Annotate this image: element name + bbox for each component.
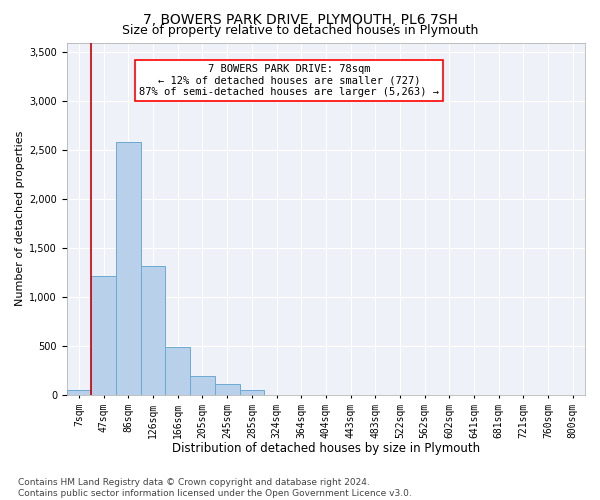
Bar	[91, 276, 116, 395]
Bar	[190, 376, 215, 395]
Text: 7, BOWERS PARK DRIVE, PLYMOUTH, PL6 7SH: 7, BOWERS PARK DRIVE, PLYMOUTH, PL6 7SH	[143, 12, 457, 26]
Bar	[67, 390, 91, 395]
Y-axis label: Number of detached properties: Number of detached properties	[15, 131, 25, 306]
Bar	[116, 142, 141, 395]
Text: Contains HM Land Registry data © Crown copyright and database right 2024.
Contai: Contains HM Land Registry data © Crown c…	[18, 478, 412, 498]
Text: 7 BOWERS PARK DRIVE: 78sqm
← 12% of detached houses are smaller (727)
87% of sem: 7 BOWERS PARK DRIVE: 78sqm ← 12% of deta…	[139, 64, 439, 97]
Bar	[166, 347, 190, 395]
Bar	[141, 266, 166, 395]
Text: Size of property relative to detached houses in Plymouth: Size of property relative to detached ho…	[122, 24, 478, 37]
Bar	[239, 390, 264, 395]
X-axis label: Distribution of detached houses by size in Plymouth: Distribution of detached houses by size …	[172, 442, 480, 455]
Bar	[215, 384, 239, 395]
